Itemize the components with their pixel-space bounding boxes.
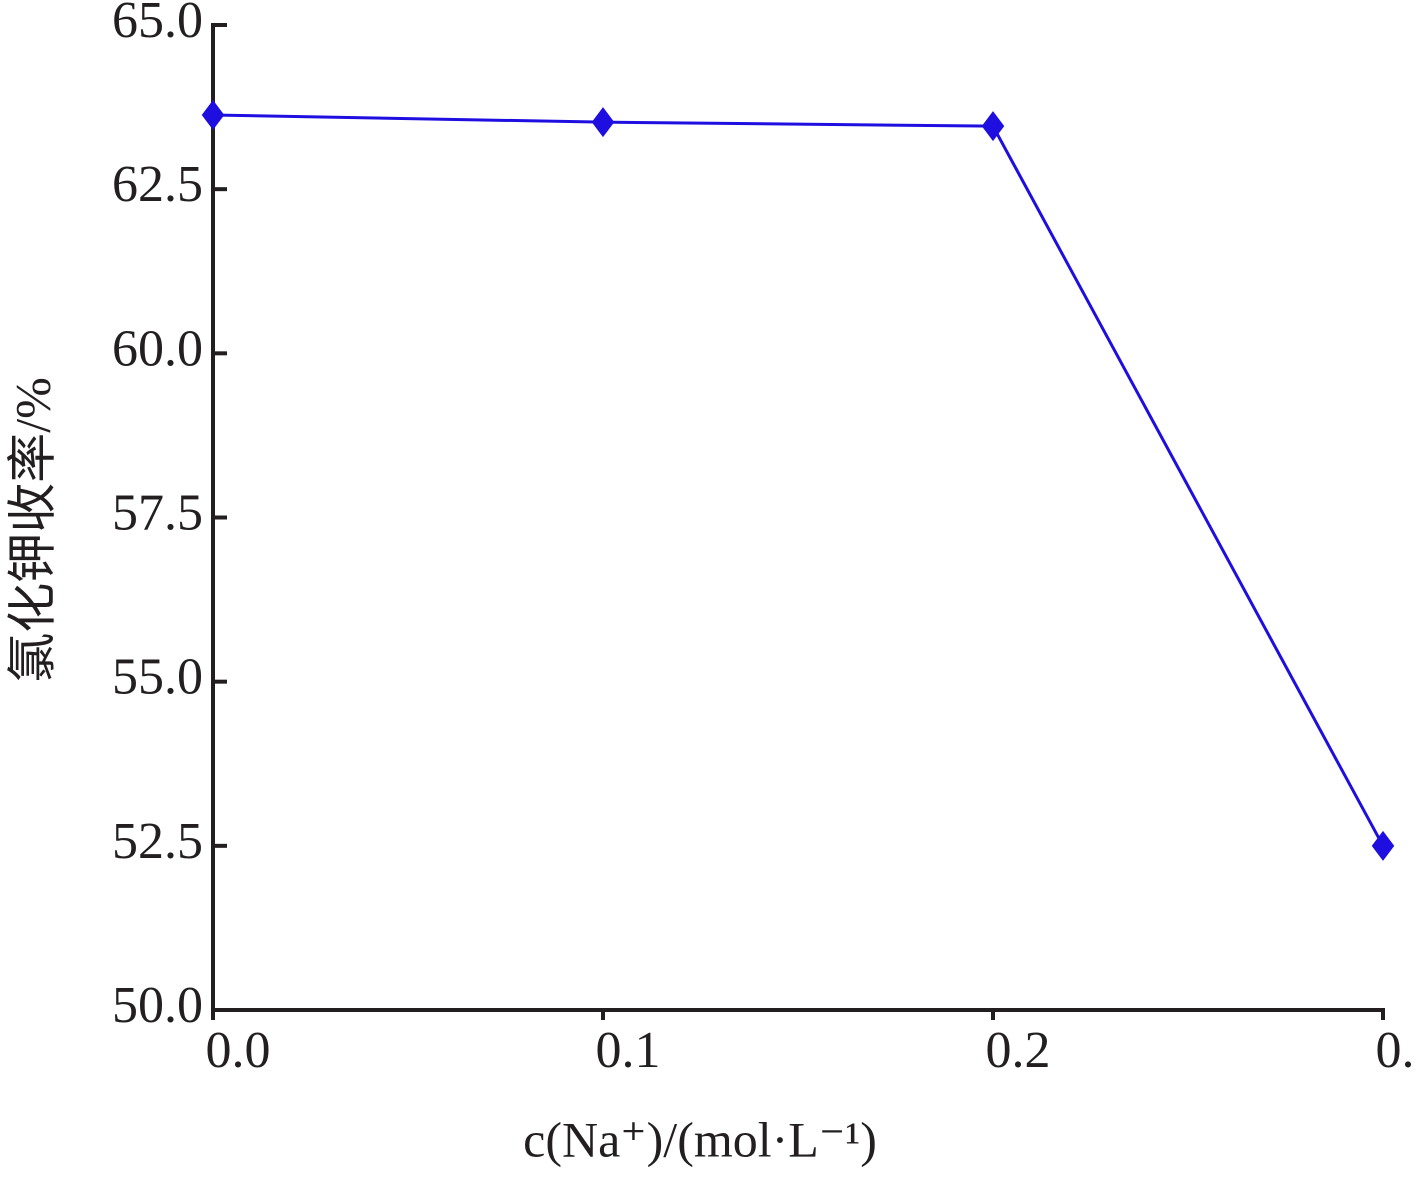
line [212,113,1385,847]
x-tick-label: 0.2 [986,1022,1051,1079]
y-tick-label: 57.5 [112,484,203,541]
y-axis-title: 氯化钾收率/% [4,377,60,683]
marker [1371,830,1395,861]
y-tick-label: 50.0 [112,977,203,1034]
y-tick-label: 65.0 [112,0,203,49]
x-tick-label: 0.1 [596,1022,661,1079]
x-tick-label: 0.3 [1376,1022,1417,1079]
x-axis-title: c(Na⁺)/(mol·L⁻¹) [523,1111,877,1167]
marker [201,99,225,130]
x-tick-label: 0.0 [206,1022,271,1079]
marker [591,107,615,138]
marker [981,111,1005,142]
y-tick-label: 55.0 [112,649,203,706]
y-tick-label: 52.5 [112,813,203,870]
y-tick-label: 62.5 [112,156,203,213]
y-tick-label: 60.0 [112,320,203,377]
